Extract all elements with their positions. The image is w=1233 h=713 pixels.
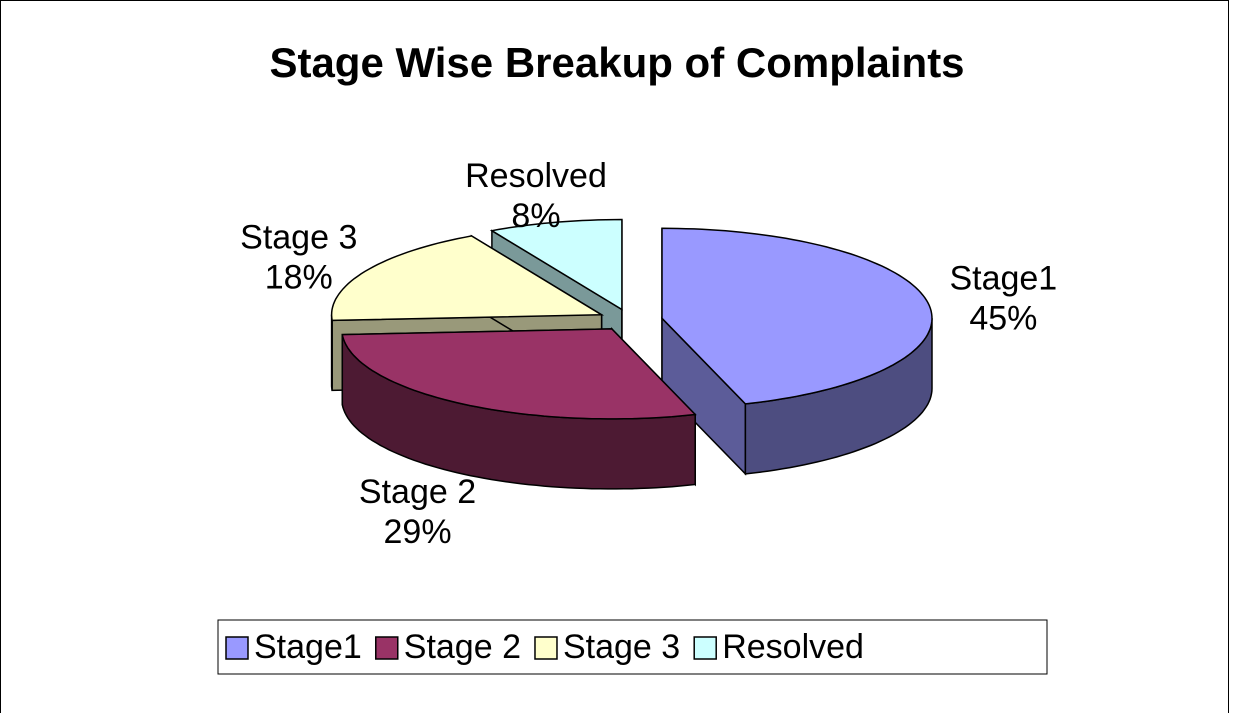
slice [661,227,933,476]
legend-label: Stage1 [254,628,362,666]
slice [489,218,623,311]
data-label: Stage 2 [359,473,476,511]
legend-swatch [534,636,558,660]
data-label: Resolved [465,157,607,195]
slice [341,327,697,490]
data-label: Stage1 [949,259,1057,297]
slice [341,328,697,420]
legend-label: Stage 3 [563,628,680,666]
legend-label: Resolved [722,628,864,666]
legend-box [217,619,1048,675]
slice [330,235,605,322]
data-label: Stage 3 [240,218,357,256]
data-label-value: 29% [384,513,452,551]
chart-title: Stage Wise Breakup of Complaints [269,39,964,86]
data-label-value: 8% [511,197,560,235]
slice [661,227,933,405]
legend-swatch [693,636,717,660]
legend-swatch [225,636,249,660]
legend-swatch [375,636,399,660]
data-label-value: 18% [265,258,333,296]
slice-side [330,314,333,391]
legend-label: Stage 2 [404,628,521,666]
data-label-value: 45% [969,299,1037,337]
